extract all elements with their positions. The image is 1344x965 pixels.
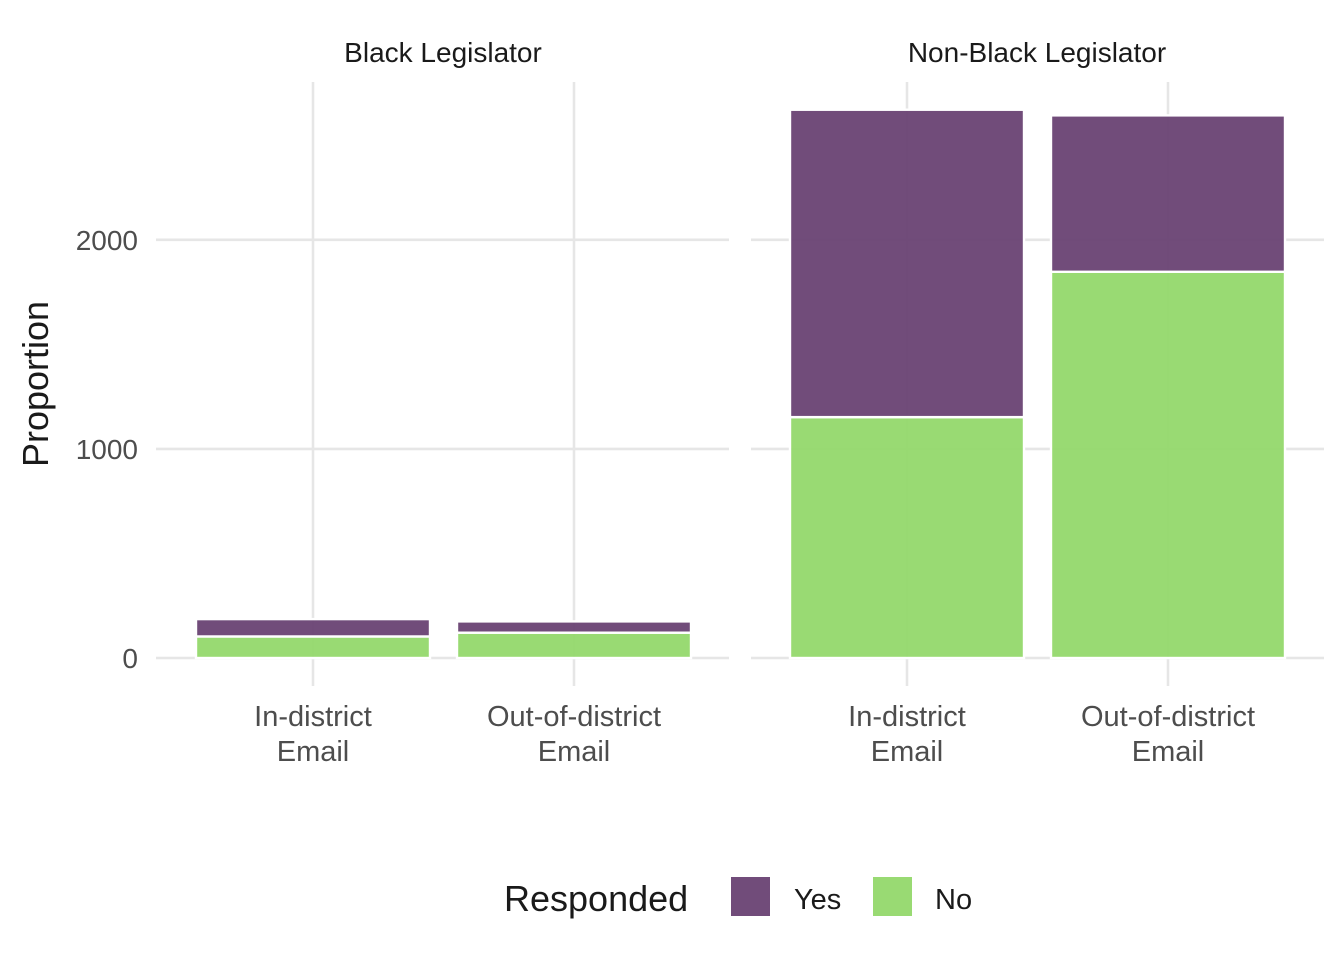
- x-tick-label: In-district Email: [254, 701, 372, 768]
- legend-swatch-no: [873, 877, 912, 916]
- legend: Responded Yes No: [504, 877, 972, 919]
- bar-segment-yes: [788, 108, 1026, 419]
- y-tick-label: 0: [122, 643, 138, 674]
- y-tick-label: 2000: [76, 225, 138, 256]
- bar-segment-yes: [455, 620, 693, 634]
- legend-swatch-yes: [731, 877, 770, 916]
- bar-segment-no: [788, 415, 1026, 660]
- bar-segment-no: [1049, 270, 1287, 660]
- legend-title: Responded: [504, 878, 688, 919]
- x-tick-label: In-district Email: [848, 701, 966, 768]
- x-tick-label: Out-of-district Email: [487, 701, 661, 768]
- y-tick-label: 1000: [76, 434, 138, 465]
- bar-segment-no: [194, 635, 432, 660]
- x-tick-label: Out-of-district Email: [1081, 701, 1255, 768]
- bar-segment-yes: [194, 617, 432, 638]
- bar-segment-yes: [1049, 114, 1287, 273]
- bars-layer: [194, 108, 1287, 660]
- y-axis-label: Proportion: [15, 301, 56, 467]
- bar-segment-no: [455, 631, 693, 660]
- facet-title: Non-Black Legislator: [908, 37, 1166, 68]
- legend-label-no: No: [935, 884, 972, 916]
- facet-title: Black Legislator: [344, 37, 542, 68]
- text-layer: Black Legislator Non-Black Legislator 0 100…: [15, 37, 1255, 768]
- legend-label-yes: Yes: [794, 884, 841, 916]
